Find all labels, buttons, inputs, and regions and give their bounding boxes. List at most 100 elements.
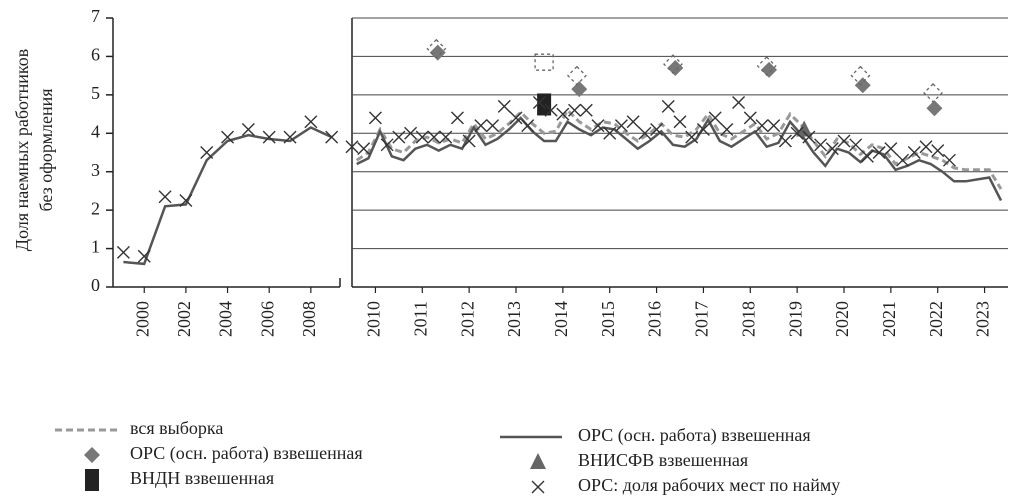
cross-marker [778,134,792,148]
cross-marker [579,103,593,117]
legend-label: вся выборка [130,418,223,438]
x-tick-label: 2023 [973,301,993,337]
diamond-marker [667,59,684,76]
cross-marker [919,140,933,154]
cross-marker [884,142,898,156]
cross-marker [179,194,193,208]
legend-label: ОРС: доля рабочих мест по найму [578,475,840,495]
cross-marker [732,96,746,110]
cross-marker [638,126,652,140]
cross-marker [325,130,339,144]
x-tick-label: 2004 [216,301,236,337]
x-tick-label: 2022 [926,301,946,337]
series-line [355,107,1003,190]
y-tick-label: 3 [91,160,100,180]
cross-marker [368,111,382,125]
diamond-outline-marker [923,83,943,103]
cross-marker [532,96,546,110]
cross-marker [404,126,418,140]
y-tick-label: 5 [91,83,100,103]
cross-marker [720,122,734,136]
cross-marker [591,119,605,133]
cross-marker [755,119,769,133]
diamond-marker [854,77,871,94]
cross-marker [544,103,558,117]
x-tick-label: 2018 [738,301,758,337]
diamond-marker [926,100,943,117]
diamond-marker [429,44,446,61]
cross-marker [802,130,816,144]
x-tick-label: 2021 [879,301,899,337]
x-tick-label: 2015 [598,301,618,337]
x-tick-label: 2010 [364,301,384,337]
cross-marker [650,122,664,136]
legend-label: ВНИСФВ взвешенная [578,450,748,470]
cross-marker [661,99,675,113]
cross-marker [814,138,828,152]
x-tick-label: 2014 [551,301,571,337]
cross-marker [304,115,318,129]
cross-marker [357,142,371,156]
cross-marker [872,146,886,159]
cross-marker [241,122,255,136]
cross-marker [486,119,500,133]
cross-marker [283,130,297,144]
cross-marker [860,149,874,163]
x-tick-label: 2017 [692,301,712,337]
cross-marker [415,130,429,144]
diamond-outline-marker [426,38,447,59]
cross-marker [380,138,394,152]
x-tick-label: 2000 [132,301,152,337]
cross-marker [427,130,441,144]
cross-marker [509,111,523,125]
legend-marker [84,447,100,463]
cross-marker [345,140,359,154]
cross-marker [158,190,172,204]
cross-marker [849,138,863,152]
x-tick-label: 2011 [410,301,430,336]
legend-label: ВНДН взвешенная [130,468,274,488]
cross-marker [767,119,781,133]
legend-label: ОРС (осн. работа) взвешенная [130,443,363,464]
cross-marker [931,144,945,158]
cross-marker [221,130,235,144]
cross-marker [790,126,804,140]
legend-marker [531,480,545,494]
cross-marker [521,119,535,133]
square-marker [537,93,552,116]
cross-marker [708,111,722,125]
cross-marker [696,122,710,136]
cross-marker [262,130,276,144]
diamond-marker [571,81,588,98]
cross-marker [685,130,699,144]
x-tick-label: 2019 [785,301,805,337]
cross-marker [450,111,464,125]
y-tick-label: 7 [91,6,100,26]
x-tick-label: 2016 [645,301,665,337]
x-tick-label: 2013 [504,301,524,337]
diamond-marker [761,61,778,78]
cross-marker [942,153,956,167]
cross-marker [603,126,617,140]
cross-marker [626,115,640,129]
cross-marker [556,107,570,121]
cross-marker [907,146,921,159]
y-tick-label: 6 [91,45,100,65]
y-tick-label: 1 [91,237,100,257]
cross-marker [743,111,757,125]
cross-marker [474,119,488,133]
cross-marker [825,142,839,156]
y-tick-label: 4 [91,121,100,141]
cross-marker [497,99,511,113]
legend-marker [530,453,546,469]
x-tick-label: 2012 [457,301,477,337]
y-axis-label: без оформления [36,88,56,211]
diamond-outline-marker [850,65,871,86]
cross-marker [439,130,453,144]
diamond-outline-marker [756,56,777,76]
cross-marker [896,153,910,167]
series-line [123,126,333,266]
cross-marker [614,119,628,133]
y-axis-label: Доля наемных работников [12,49,32,251]
